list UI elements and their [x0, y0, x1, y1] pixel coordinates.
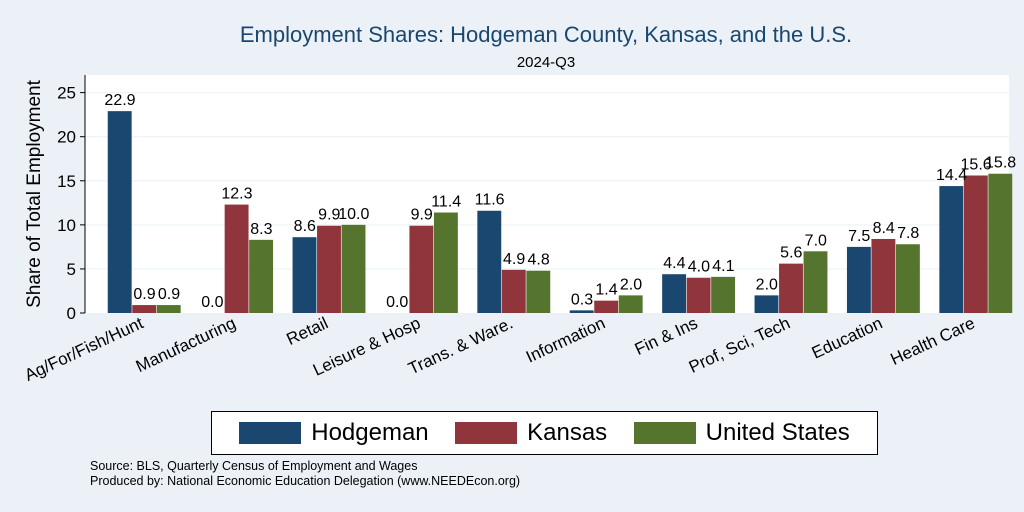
legend-label-hodgeman: Hodgeman	[311, 419, 429, 446]
data-label-hodgeman-education: 7.5	[848, 228, 870, 245]
bar-kansas-ag-for-fish-hunt	[132, 305, 157, 313]
legend-swatch-kansas	[455, 422, 518, 444]
bars	[107, 111, 1013, 313]
bar-united-states-prof-sci-tech	[803, 251, 828, 313]
data-label-hodgeman-leisure-hosp: 0.0	[386, 294, 408, 311]
x-tick-label-education: Education	[809, 313, 886, 362]
data-label-kansas-manufacturing: 12.3	[221, 186, 252, 203]
bar-hodgeman-retail	[292, 237, 317, 313]
bar-hodgeman-prof-sci-tech	[754, 295, 779, 313]
bar-hodgeman-health-care	[939, 186, 964, 313]
data-label-kansas-trans-ware: 4.9	[503, 251, 525, 268]
data-label-kansas-information: 1.4	[595, 282, 617, 299]
y-tick-label: 10	[57, 216, 76, 235]
x-tick-label-ag-for-fish-hunt: Ag/For/Fish/Hunt	[22, 313, 147, 385]
bar-chart: Employment Shares: Hodgeman County, Kans…	[22, 22, 1017, 385]
bar-united-states-fin-ins	[711, 276, 736, 313]
bar-united-states-education	[895, 244, 920, 313]
data-label-united-states-leisure-hosp: 11.4	[431, 194, 461, 211]
data-label-hodgeman-information: 0.3	[571, 291, 593, 308]
data-label-united-states-information: 2.0	[620, 276, 642, 293]
bar-united-states-trans-ware	[526, 270, 551, 313]
data-label-kansas-leisure-hosp: 9.9	[411, 207, 433, 224]
source-note: Source: BLS, Quarterly Census of Employm…	[90, 459, 418, 473]
data-label-hodgeman-fin-ins: 4.4	[663, 255, 685, 272]
legend-label-kansas: Kansas	[527, 419, 608, 446]
data-label-kansas-ag-for-fish-hunt: 0.9	[133, 286, 155, 303]
bar-united-states-ag-for-fish-hunt	[156, 305, 181, 313]
legend-item-kansas: Kansas	[455, 419, 607, 447]
y-tick-label: 25	[57, 84, 76, 103]
bar-united-states-information	[618, 295, 643, 313]
y-ticks: 0 5 10 15 20 25	[57, 84, 85, 323]
bar-kansas-retail	[317, 225, 341, 313]
bar-hodgeman-ag-for-fish-hunt	[107, 111, 132, 313]
bar-united-states-health-care	[988, 173, 1013, 313]
y-tick-label: 0	[67, 304, 76, 323]
data-label-hodgeman-health-care: 14.4	[936, 167, 967, 184]
x-tick-label-fin-ins: Fin & Ins	[632, 313, 701, 359]
bar-united-states-manufacturing	[249, 239, 274, 313]
data-label-hodgeman-trans-ware: 11.6	[475, 192, 505, 209]
bar-hodgeman-trans-ware	[477, 210, 502, 313]
data-label-hodgeman-retail: 8.6	[294, 218, 316, 235]
legend-label-united-states: United States	[705, 419, 850, 446]
data-labels: 22.90.9 0.9 0.012.38.3 8.69.910.00.09.911.4…	[104, 92, 1016, 311]
data-label-united-states-trans-ware: 4.8	[527, 252, 549, 269]
data-label-united-states-ag-for-fish-hunt: 0.9	[158, 286, 180, 303]
x-tick-label-prof-sci-tech: Prof, Sci, Tech	[686, 313, 793, 376]
data-label-united-states-manufacturing: 8.3	[250, 221, 272, 238]
data-label-kansas-health-care: 15.6	[961, 156, 992, 173]
legend-swatch-united-states	[633, 422, 696, 444]
data-label-kansas-prof-sci-tech: 5.6	[780, 245, 802, 262]
bar-hodgeman-fin-ins	[662, 274, 687, 313]
y-tick-label: 5	[67, 260, 76, 279]
bar-kansas-education	[871, 238, 896, 313]
data-label-hodgeman-manufacturing: 0.0	[201, 294, 223, 311]
data-label-united-states-prof-sci-tech: 7.0	[805, 232, 827, 249]
bar-kansas-information	[594, 300, 619, 313]
chart-subtitle: 2024-Q3	[517, 54, 575, 71]
legend-item-hodgeman: Hodgeman	[239, 419, 429, 447]
x-tick-label-trans-ware: Trans. & Ware.	[405, 313, 515, 378]
bar-united-states-retail	[341, 224, 366, 313]
bar-kansas-trans-ware	[501, 269, 526, 313]
bar-hodgeman-information	[569, 310, 594, 313]
x-tick-label-information: Information	[523, 313, 608, 366]
data-label-united-states-retail: 10.0	[338, 206, 369, 223]
legend-item-united-states: United States	[633, 419, 850, 447]
bar-kansas-health-care	[963, 175, 988, 313]
y-tick-label: 15	[57, 172, 76, 191]
bar-kansas-manufacturing	[224, 204, 249, 313]
chart-title: Employment Shares: Hodgeman County, Kans…	[240, 22, 852, 47]
produced-note: Produced by: National Economic Education…	[90, 474, 521, 488]
y-tick-label: 20	[57, 128, 76, 147]
data-label-hodgeman-prof-sci-tech: 2.0	[756, 276, 778, 293]
x-tick-label-health-care: Health Care	[888, 313, 978, 369]
bar-hodgeman-education	[846, 246, 871, 313]
data-label-united-states-fin-ins: 4.1	[712, 258, 734, 275]
data-label-kansas-education: 8.4	[873, 220, 895, 237]
data-label-united-states-education: 7.8	[897, 225, 919, 242]
data-label-kansas-retail: 9.9	[318, 207, 340, 224]
bar-kansas-fin-ins	[686, 277, 711, 313]
bar-kansas-prof-sci-tech	[779, 263, 803, 313]
x-tick-label-retail: Retail	[284, 313, 331, 349]
bar-kansas-leisure-hosp	[409, 225, 434, 313]
legend: Hodgeman Kansas United States	[211, 411, 878, 455]
y-axis-label: Share of Total Employment	[24, 79, 45, 307]
bar-united-states-leisure-hosp	[433, 212, 458, 313]
data-label-united-states-health-care: 15.8	[985, 155, 1016, 172]
data-label-hodgeman-ag-for-fish-hunt: 22.9	[104, 92, 135, 109]
data-label-kansas-fin-ins: 4.0	[688, 259, 710, 276]
legend-swatch-hodgeman	[239, 422, 302, 444]
chart-notes: Source: BLS, Quarterly Census of Employm…	[90, 459, 520, 489]
x-tick-label-manufacturing: Manufacturing	[133, 313, 239, 376]
